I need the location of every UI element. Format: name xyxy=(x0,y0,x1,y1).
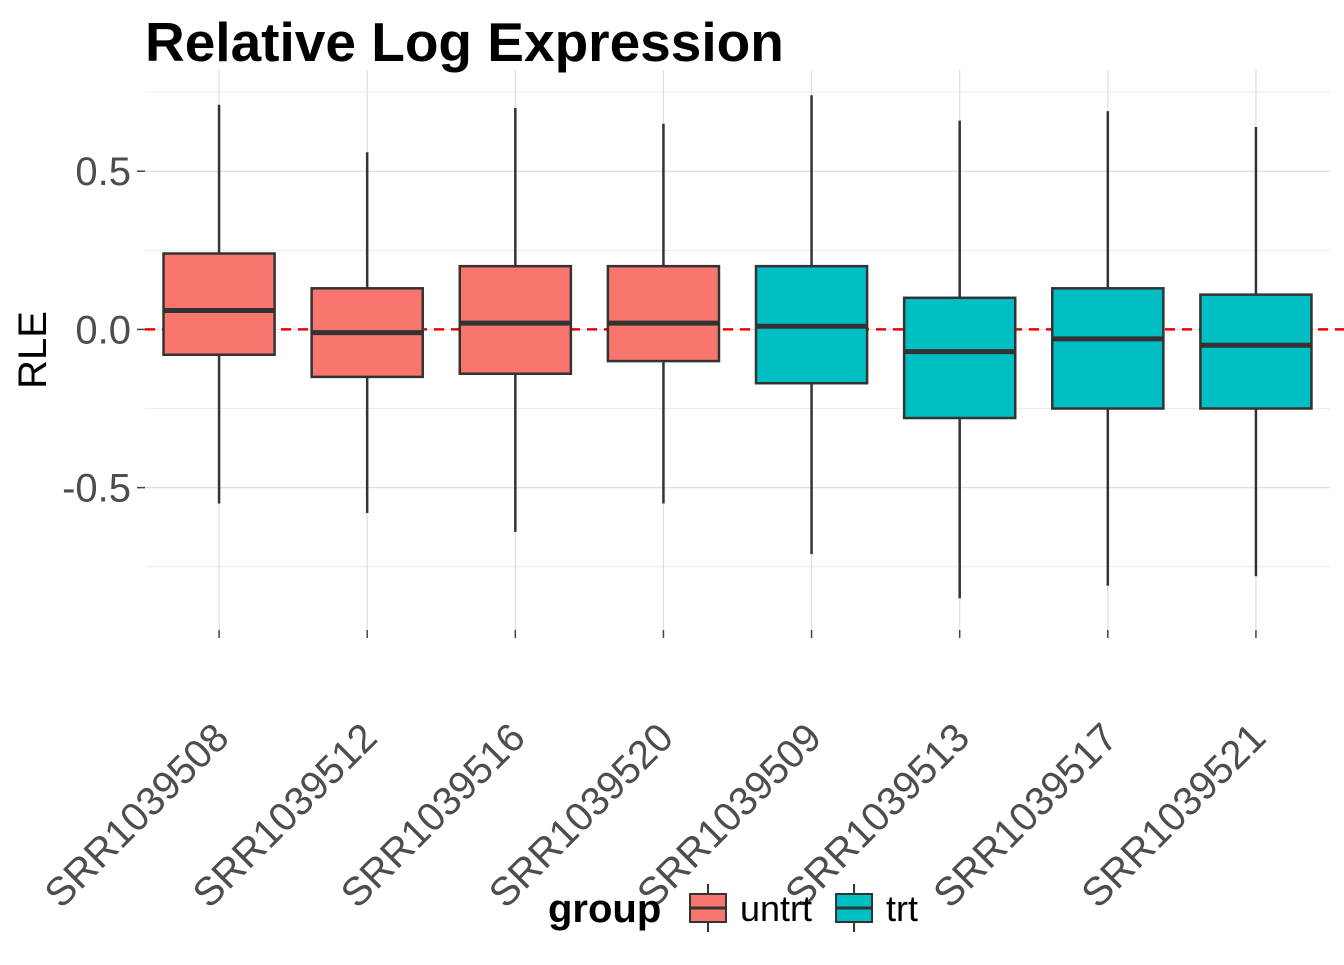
legend-label: untrt xyxy=(740,888,812,929)
box-SRR1039516 xyxy=(458,107,573,532)
legend: group untrt trt xyxy=(548,884,918,932)
y-tick-label: -0.5 xyxy=(62,467,131,511)
chart-title: Relative Log Expression xyxy=(145,11,784,73)
box-SRR1039513 xyxy=(902,120,1017,599)
box-body xyxy=(606,264,721,363)
legend-item-trt: trt xyxy=(835,884,918,932)
y-tick-label: 0.5 xyxy=(75,150,131,194)
box-SRR1039520 xyxy=(606,123,721,504)
box-body xyxy=(1199,293,1313,410)
legend-item-untrt: untrt xyxy=(689,884,812,932)
box-body xyxy=(458,264,573,375)
boxes-layer xyxy=(162,95,1313,599)
box-SRR1039509 xyxy=(754,95,869,555)
box-SRR1039521 xyxy=(1199,126,1313,577)
box-SRR1039512 xyxy=(310,152,424,513)
box-SRR1039508 xyxy=(162,104,276,504)
box-SRR1039517 xyxy=(1051,111,1165,586)
legend-label: trt xyxy=(886,888,918,929)
y-axis-title: RLE xyxy=(11,311,55,389)
y-tick-label: 0.0 xyxy=(75,308,131,352)
box-body xyxy=(1051,287,1165,410)
box-body xyxy=(902,296,1017,420)
legend-title: group xyxy=(548,887,661,931)
box-body xyxy=(162,252,276,356)
